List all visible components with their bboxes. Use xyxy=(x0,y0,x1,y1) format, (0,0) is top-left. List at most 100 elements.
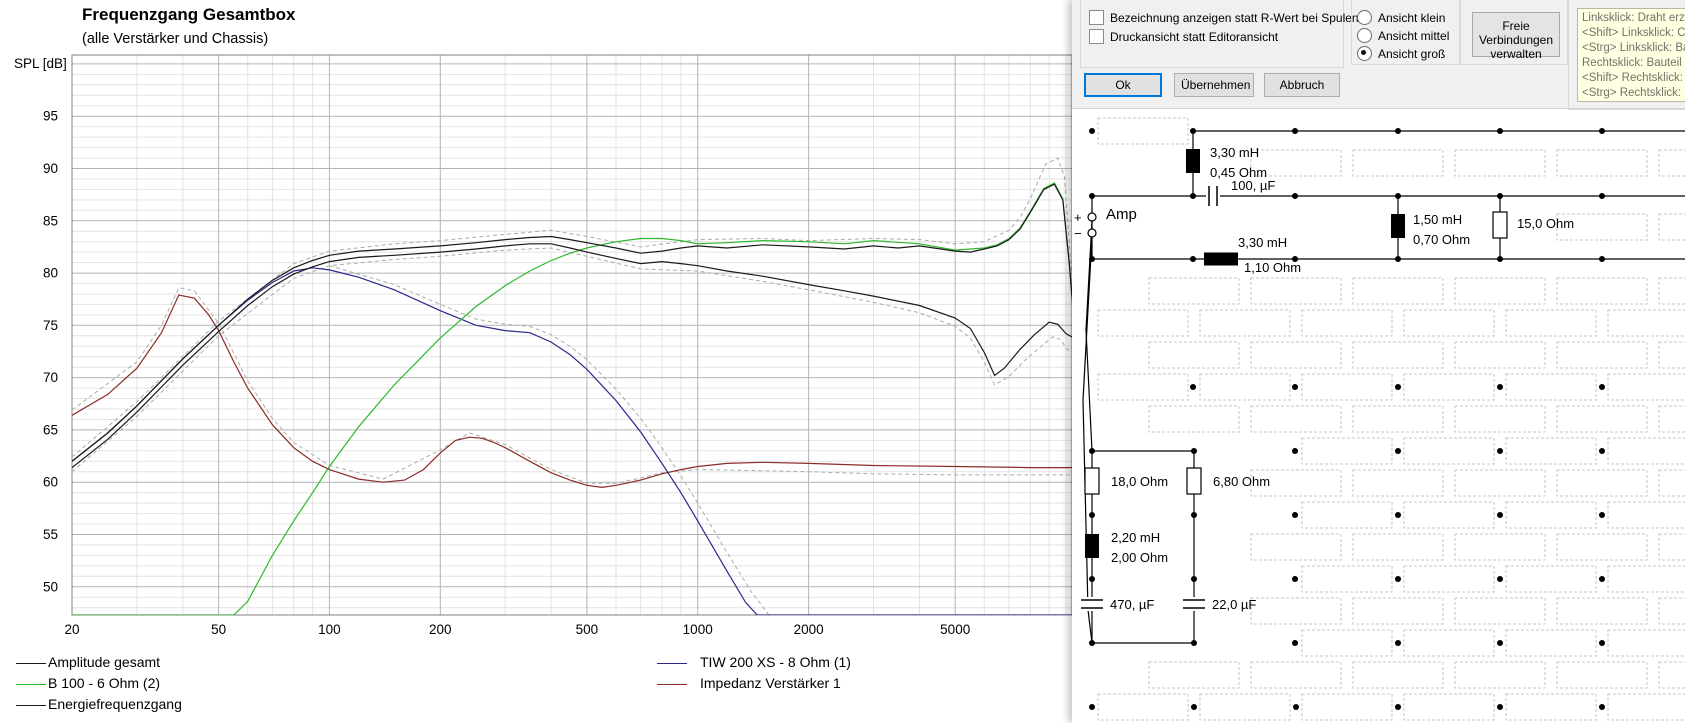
curve-energiefrequenzgang xyxy=(72,243,1072,469)
legend-line-sample xyxy=(657,684,687,685)
mouse-hint-line: <Shift> Linksklick: C xyxy=(1582,27,1685,39)
checkbox-label: Druckansicht statt Editoransicht xyxy=(1110,29,1279,44)
mouse-hint-line: <Strg> Linksklick: Ba xyxy=(1582,42,1685,54)
radio-ansicht-klein[interactable] xyxy=(1357,10,1372,25)
abbruch-button[interactable]: Abbruch xyxy=(1264,73,1340,97)
curve-dashed-0 xyxy=(72,157,1072,458)
legend-label: B 100 - 6 Ohm (2) xyxy=(48,675,161,691)
uebernehmen-button[interactable]: Übernehmen xyxy=(1174,73,1254,97)
component-C2[interactable]: 470, µF xyxy=(1081,597,1154,612)
component-R1[interactable]: 15,0 Ohm xyxy=(1492,211,1574,239)
x-tick-label: 1000 xyxy=(683,622,713,637)
curve-dashed-3 xyxy=(72,287,1072,484)
y-tick-label: 75 xyxy=(43,318,58,333)
component-value-label: 3,30 mH xyxy=(1210,145,1259,160)
y-tick-label: 55 xyxy=(43,527,58,542)
x-tick-label: 200 xyxy=(429,622,452,637)
checkbox-bezeichnung[interactable] xyxy=(1089,10,1104,25)
frequency-response-chart: Frequenzgang Gesamtbox (alle Verstärker … xyxy=(14,5,1073,712)
amplifier[interactable]: +− Amp xyxy=(1074,206,1137,241)
component-value-label: 3,30 mH xyxy=(1238,235,1287,250)
mouse-hint-line: Rechtsklick: Bauteil e xyxy=(1582,57,1685,69)
component-R2[interactable]: 18,0 Ohm xyxy=(1084,467,1168,495)
component-value-label: 22,0 µF xyxy=(1212,597,1256,612)
component-value-label: 0,70 Ohm xyxy=(1413,232,1470,247)
group-mausaktionen: Mausaktionen Linksklick: Draht erze<Shif… xyxy=(1568,0,1685,110)
component-value-label: 1,50 mH xyxy=(1413,212,1462,227)
grid-minor xyxy=(72,55,1072,615)
radio-label: Ansicht groß xyxy=(1378,46,1446,61)
component-value-label: 1,10 Ohm xyxy=(1244,260,1301,275)
amp-label: Amp xyxy=(1106,206,1137,223)
mouse-hint-line: <Strg> Rechtsklick: xyxy=(1582,87,1682,99)
radio-ansicht-mittel[interactable] xyxy=(1357,28,1372,43)
curve-tiw-200-xs-8-ohm-1- xyxy=(72,267,1072,615)
component-value-label: 18,0 Ohm xyxy=(1111,474,1168,489)
legend-line-sample xyxy=(16,663,46,664)
radio-label: Ansicht klein xyxy=(1378,10,1446,25)
curve-dashed-2 xyxy=(329,265,770,615)
legend-label: TIW 200 XS - 8 Ohm (1) xyxy=(700,654,851,670)
component-L2[interactable]: 3,30 mH 1,10 Ohm xyxy=(1204,235,1301,275)
component-value-label: 0,45 Ohm xyxy=(1210,165,1267,180)
y-tick-label: 65 xyxy=(43,422,58,437)
component-C3[interactable]: 22,0 µF xyxy=(1183,597,1256,612)
mouse-hint-line: Linksklick: Draht erze xyxy=(1582,12,1685,24)
curve-dashed-1 xyxy=(72,247,1072,473)
component-value-label: 2,00 Ohm xyxy=(1111,550,1168,565)
legend-line-sample xyxy=(657,663,687,664)
junction-dots xyxy=(1089,128,1605,710)
component-value-label: 470, µF xyxy=(1110,597,1154,612)
y-axis-label: SPL [dB] xyxy=(14,56,67,71)
y-tick-label: 80 xyxy=(43,266,58,281)
checkbox-label: Bezeichnung anzeigen statt R-Wert bei Sp… xyxy=(1110,10,1359,25)
plot-frame xyxy=(71,54,1073,616)
group-ansicht: Ansicht Bezeichnung anzeigen statt R-Wer… xyxy=(1080,0,1359,68)
component-L1[interactable]: 3,30 mH 0,45 Ohm xyxy=(1186,145,1267,180)
empty-component-slots xyxy=(1097,117,1685,721)
ok-button[interactable]: Ok xyxy=(1084,73,1162,97)
x-tick-label: 500 xyxy=(576,622,599,637)
component-L4[interactable]: 2,20 mH 2,00 Ohm xyxy=(1085,530,1168,565)
component-value-label: 2,20 mH xyxy=(1111,530,1160,545)
legend-label: Impedanz Verstärker 1 xyxy=(700,675,841,691)
chart-plot-area: 95 90 85 80 75 70 65 60 55 50 20 50 100 200 500 1000 200… xyxy=(43,54,1073,637)
checkbox-druckansicht[interactable] xyxy=(1089,29,1104,44)
mouse-hint-line: <Shift> Rechtsklick: xyxy=(1582,72,1683,84)
y-tick-label: 70 xyxy=(43,370,58,385)
legend-label: Energiefrequenzgang xyxy=(48,696,182,712)
legend-label: Amplitude gesamt xyxy=(48,654,161,670)
chart-title: Frequenzgang Gesamtbox xyxy=(82,5,296,24)
component-value-label: 6,80 Ohm xyxy=(1213,474,1270,489)
x-tick-label: 20 xyxy=(64,622,79,637)
settings-dialog: Ansicht Bezeichnung anzeigen statt R-Wer… xyxy=(1072,0,1685,110)
component-value-label: 100, µF xyxy=(1231,178,1275,193)
radio-label: Ansicht mittel xyxy=(1378,28,1450,43)
curve-impedanz-verst-rker-1 xyxy=(72,294,1072,489)
grid-major xyxy=(71,55,1072,615)
y-tick-label: 95 xyxy=(43,109,58,124)
y-tick-label: 60 xyxy=(43,475,58,490)
curve-amplitude-gesamt xyxy=(72,183,1072,462)
x-tick-label: 5000 xyxy=(940,622,970,637)
y-tick-label: 50 xyxy=(43,579,58,594)
amp-plus-terminal-label: + xyxy=(1074,210,1082,225)
x-tick-label: 100 xyxy=(318,622,341,637)
mouse-actions-hint-box: Linksklick: Draht erze <Shift> Linksklick… xyxy=(1577,8,1685,102)
freie-verbindungen-verwalten-button[interactable]: Freie Verbindungen verwalten xyxy=(1472,12,1560,61)
component-C1[interactable]: 100, µF xyxy=(1206,178,1275,206)
x-tick-label: 2000 xyxy=(794,622,824,637)
amp-minus-terminal-label: − xyxy=(1074,226,1082,241)
group-freie-drahtverbindungen: Freie Drahtverbindunge Freie Verbindunge… xyxy=(1460,0,1568,65)
component-L3[interactable]: 1,50 mH 0,70 Ohm xyxy=(1391,212,1470,247)
legend-line-sample xyxy=(16,705,46,706)
component-R3[interactable]: 6,80 Ohm xyxy=(1186,467,1270,495)
curve-b-100-6-ohm-2- xyxy=(72,182,1072,615)
y-tick-label: 90 xyxy=(43,161,58,176)
component-value-label: 15,0 Ohm xyxy=(1517,216,1574,231)
chart-subtitle: (alle Verstärker und Chassis) xyxy=(82,31,269,47)
radio-ansicht-gro-[interactable] xyxy=(1357,46,1372,61)
